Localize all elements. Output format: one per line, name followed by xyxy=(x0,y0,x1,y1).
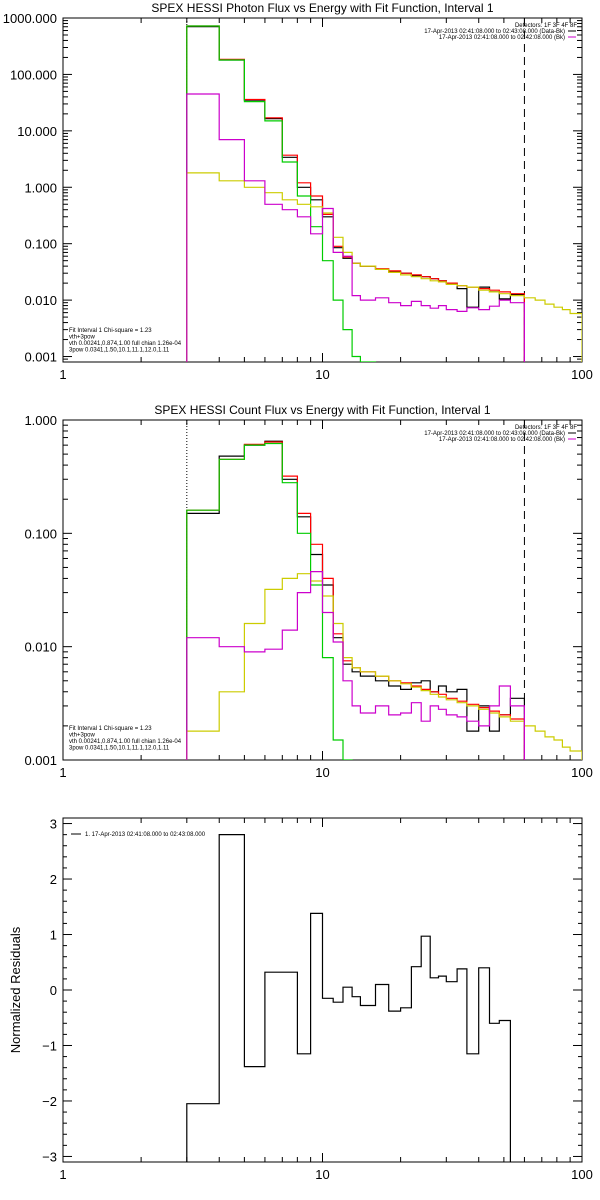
x-tick-label: 1 xyxy=(59,367,66,382)
chart-1: SPEX HESSI Photon Flux vs Energy with Fi… xyxy=(3,1,593,382)
legend-top-right-line: 17-Apr-2013 02:41:08.000 to 02:42:08.000… xyxy=(439,437,565,443)
legend-bottom-left-line: vth+3pow xyxy=(69,335,96,341)
thermal-component-step xyxy=(186,25,377,362)
x-tick-label: 10 xyxy=(315,367,329,382)
chart-2: SPEX HESSI Count Flux vs Energy with Fit… xyxy=(24,403,592,780)
y-tick-label: 2 xyxy=(50,872,57,887)
y-tick-label: 10.000 xyxy=(17,124,57,139)
chart-title: SPEX HESSI Photon Flux vs Energy with Fi… xyxy=(151,1,493,15)
x-tick-label: 10 xyxy=(315,1167,329,1182)
legend-top-right-line: Detectors: 1F 3F 4F 8F xyxy=(515,425,577,431)
thermal-component-step xyxy=(186,442,353,760)
y-tick-label: 0.010 xyxy=(24,640,57,655)
legend-top-right-line: Detectors: 1F 3F 4F 8F xyxy=(515,23,577,29)
legend-bottom-left-line: vth+3pow xyxy=(69,733,96,739)
y-axis-label: Normalized Residuals xyxy=(8,926,23,1053)
legend-bottom-left-line: Fit Interval 1 Chi-square = 1.23 xyxy=(69,328,152,334)
y-tick-label: 1000.000 xyxy=(3,11,57,26)
plot-area xyxy=(186,834,511,1162)
y-tick-label: 1.000 xyxy=(24,413,57,428)
y-tick-label: 0 xyxy=(50,983,57,998)
y-tick-label: −2 xyxy=(42,1094,57,1109)
legend-top-right-line: 17-Apr-2013 02:41:08.000 to 02:42:08.000… xyxy=(439,35,565,41)
data-minus-background-step xyxy=(186,26,525,362)
y-tick-label: 3 xyxy=(50,817,57,832)
plot-area xyxy=(186,18,582,362)
axes-frame xyxy=(62,17,583,363)
residual-step xyxy=(186,834,511,1162)
legend-top-right-line: 17-Apr-2013 02:41:08.000 to 02:43:08.000… xyxy=(424,431,565,437)
power-law-component-step xyxy=(186,172,582,362)
y-tick-label: 0.001 xyxy=(24,350,57,365)
background-step xyxy=(186,571,525,760)
legend-bottom-left-line: vth 0.00241,0.874,1.00 full chian 1.26e-… xyxy=(69,739,182,745)
y-tick-label: 0.100 xyxy=(24,237,57,252)
y-tick-label: 1.000 xyxy=(24,180,57,195)
legend-top-right-line: 17-Apr-2013 02:41:08.000 to 02:43:08.000… xyxy=(424,29,565,35)
total-fit-step xyxy=(186,441,525,760)
data-minus-background-step xyxy=(186,440,525,760)
x-tick-label: 1 xyxy=(59,1167,66,1182)
chart-title: SPEX HESSI Count Flux vs Energy with Fit… xyxy=(154,403,490,417)
y-tick-label: 0.010 xyxy=(24,293,57,308)
legend-bottom-left-line: 3pow 0.0341,1.50,10.1,11.1,12.0,1.11 xyxy=(69,348,170,354)
total-fit-step xyxy=(186,25,525,362)
y-tick-label: 1 xyxy=(50,928,57,943)
background-step xyxy=(186,93,525,362)
x-tick-label: 1 xyxy=(59,765,66,780)
x-tick-label: 100 xyxy=(571,1167,593,1182)
y-tick-label: 0.100 xyxy=(24,526,57,541)
y-tick-label: 0.001 xyxy=(24,753,57,768)
y-tick-label: −1 xyxy=(42,1038,57,1053)
legend-bottom-left-line: 3pow 0.0341,1.50,10.1,11.1,12.0,1.11 xyxy=(69,746,170,752)
x-tick-label: 10 xyxy=(315,765,329,780)
plot-area xyxy=(186,420,582,760)
y-tick-label: 100.000 xyxy=(10,67,57,82)
chart-3: 1 10 100 −3 −2 −1 0 1 2 3 Normalized Residuals 1. 1… xyxy=(8,817,593,1182)
y-tick-label: −3 xyxy=(42,1149,57,1164)
power-law-component-step xyxy=(186,573,582,760)
x-tick-label: 100 xyxy=(571,765,593,780)
x-tick-label: 100 xyxy=(571,367,593,382)
legend-top-left-line: 1. 17-Apr-2013 02:41:08.000 to 02:43:08.… xyxy=(85,832,206,838)
legend-bottom-left-line: Fit Interval 1 Chi-square = 1.23 xyxy=(69,726,152,732)
legend-bottom-left-line: vth 0.00241,0.874,1.00 full chian 1.26e-… xyxy=(69,341,182,347)
